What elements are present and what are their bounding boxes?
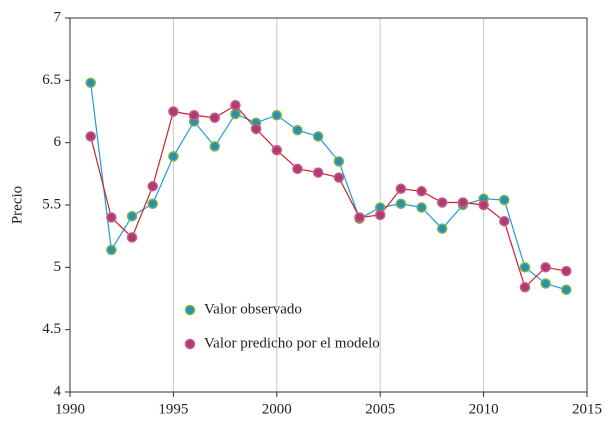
series-line [90,104,567,289]
data-point [333,156,345,167]
data-point [354,212,365,223]
data-point [271,109,283,121]
data-point [519,282,531,293]
y-tick-label: 5 [54,259,62,275]
data-point [292,163,303,175]
data-point [436,197,448,208]
x-tick-label: 2015 [572,401,602,417]
x-tick-label: 2010 [469,401,499,417]
data-point [168,151,179,162]
data-point [561,284,572,296]
data-point [209,112,221,123]
data-point [271,144,283,156]
data-point [540,278,551,289]
data-point [436,223,448,234]
data-point [519,262,531,273]
legend-marker [184,304,196,316]
y-tick-label: 7 [54,9,62,25]
data-point [85,77,96,89]
data-point [85,131,96,142]
data-point [230,100,241,111]
y-tick-label: 6 [54,134,62,150]
legend-marker [184,338,196,350]
data-point [147,198,158,210]
data-point [499,194,510,206]
data-point [457,197,469,208]
data-point [230,108,241,120]
data-point [333,172,345,183]
data-point [250,123,262,135]
x-tick-label: 1995 [158,401,188,417]
y-tick-label: 4 [54,383,62,399]
data-point [209,141,221,152]
data-point [416,186,427,197]
data-point [292,124,303,136]
data-point [312,131,324,142]
data-point [395,198,407,210]
data-point [188,109,200,121]
data-point [147,181,158,192]
y-tick-label: 6.5 [42,72,61,88]
x-tick-label: 1990 [55,401,85,417]
data-point [168,106,179,117]
data-point [312,167,324,178]
data-point [126,232,138,243]
data-point [561,265,572,277]
data-point [540,262,551,273]
data-point [478,199,489,211]
legend-label: Valor predicho por el modelo [204,335,380,351]
data-point [416,202,427,213]
y-tick-label: 5.5 [42,196,61,212]
data-point [126,210,138,222]
x-tick-label: 2005 [365,401,395,417]
data-point [106,244,117,256]
legend-label: Valor observado [204,301,302,317]
plot-frame [69,17,588,393]
y-tick-label: 4.5 [42,321,61,337]
data-point [499,215,510,227]
data-point [395,183,407,195]
data-point [106,212,117,223]
x-tick-label: 2000 [262,401,292,417]
series-line [90,82,567,291]
data-point [374,209,386,221]
y-axis-label: Precio [9,186,25,224]
